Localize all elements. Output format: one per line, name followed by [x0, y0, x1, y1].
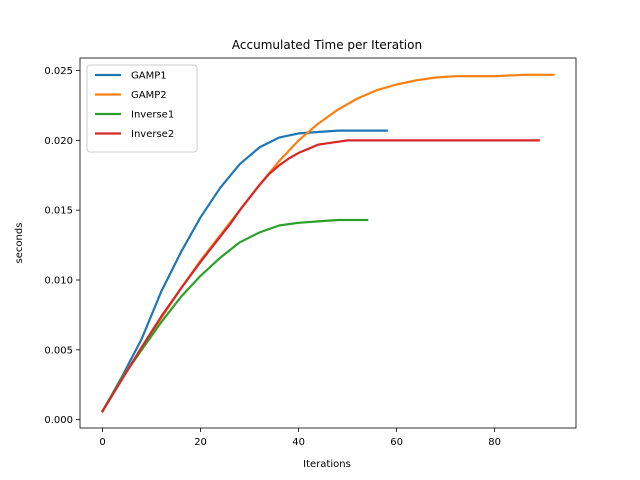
legend-box: [86, 64, 198, 153]
chart-title: Accumulated Time per Iteration: [232, 38, 422, 52]
y-tick-label: 0.015: [44, 206, 73, 217]
plot-lines: [100, 73, 555, 413]
x-tick-label: 80: [488, 437, 501, 448]
legend-label-gamp1: GAMP1: [131, 71, 167, 82]
series-line-gamp1: [101, 129, 388, 413]
y-tick-label: 0.000: [44, 415, 73, 426]
legend-label-inverse1: Inverse1: [131, 110, 174, 121]
y-tick-label: 0.010: [44, 276, 73, 287]
x-tick-label: 20: [194, 437, 207, 448]
legend-label-gamp2: GAMP2: [131, 90, 167, 101]
x-axis: 0 20 40 60 80: [99, 428, 501, 448]
series-line-inverse1: [100, 218, 369, 413]
plot-frame: [79, 57, 577, 429]
y-axis: 0.000 0.005 0.010 0.015 0.020 0.025: [44, 66, 80, 426]
y-tick-label: 0.025: [44, 66, 73, 77]
legend: GAMP1 GAMP2 Inverse1 Inverse2: [86, 64, 198, 153]
y-tick-label: 0.020: [44, 136, 73, 147]
x-tick-label: 60: [390, 437, 403, 448]
y-axis-label: seconds: [14, 223, 25, 264]
y-tick-label: 0.005: [44, 345, 73, 356]
x-tick-label: 40: [292, 437, 305, 448]
legend-label-inverse2: Inverse2: [131, 129, 174, 140]
x-axis-label: Iterations: [303, 459, 351, 470]
series-line-inverse2: [100, 139, 540, 413]
x-tick-label: 0: [99, 437, 105, 448]
